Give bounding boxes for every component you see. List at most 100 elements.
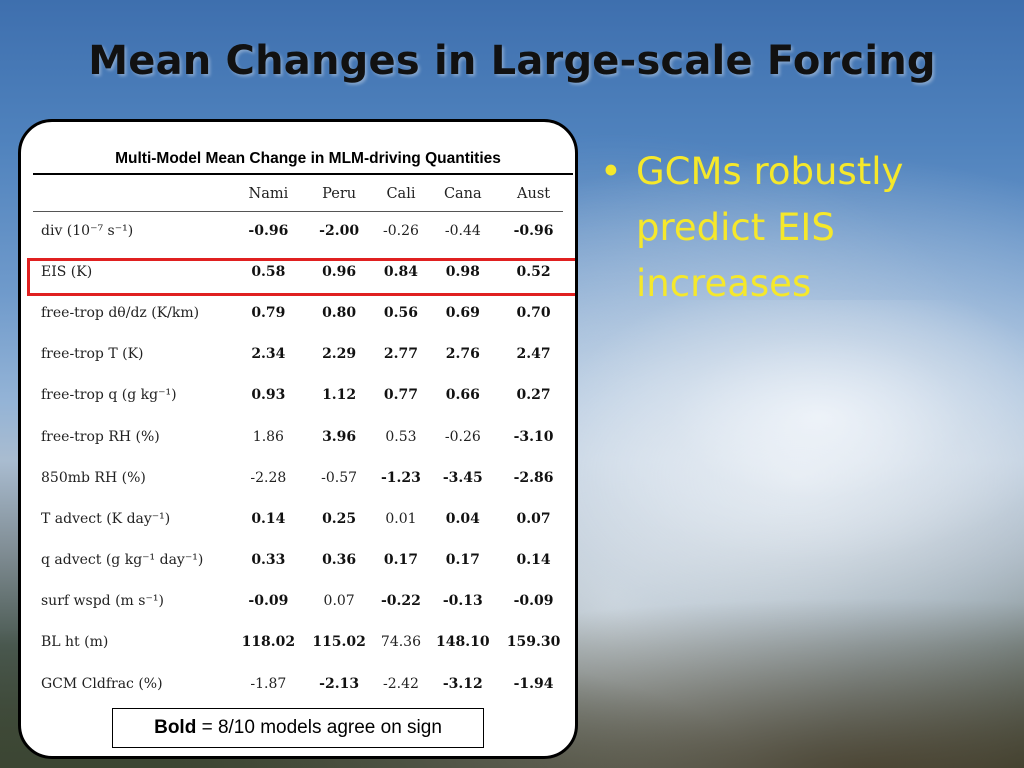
table-cell: 0.27 <box>516 387 551 404</box>
table-cell: -0.22 <box>381 593 421 610</box>
table-cell: 2.77 <box>383 346 419 363</box>
table-cell: -3.10 <box>513 428 554 445</box>
table-cell: 0.56 <box>383 304 419 321</box>
note-bold: Bold <box>154 717 197 738</box>
table-cell: -2.42 <box>383 675 419 692</box>
table-cell: 0.69 <box>445 304 480 321</box>
table-cell: 0.25 <box>322 510 357 527</box>
table-cell: 0.01 <box>385 510 417 527</box>
row-label: free-trop dθ/dz (K/km) <box>41 304 200 321</box>
column-header: Cali <box>386 185 416 202</box>
bullet-marker: • <box>600 150 622 193</box>
table-row: GCM Cldfrac (%) -1.87 -2.13 -2.42 -3.12 -1.94 <box>33 663 569 704</box>
table-cell: 3.96 <box>322 428 357 445</box>
table-top-rule <box>33 173 573 175</box>
table-cell: 0.79 <box>251 304 286 321</box>
bullet-text: GCMs robustly predict EIS increases <box>636 150 904 305</box>
table-row: surf wspd (m s⁻¹) -0.09 0.07 -0.22 -0.13 -0.0… <box>33 581 569 622</box>
table-row: BL ht (m) 118.02 115.02 74.36 148.10 159.30 <box>33 622 569 663</box>
table-row: 850mb RH (%) -2.28 -0.57 -1.23 -3.45 -2.86 <box>33 457 569 498</box>
table-cell: 115.02 <box>312 634 366 651</box>
column-header: Cana <box>443 185 482 202</box>
row-label: free-trop T (K) <box>41 346 144 363</box>
table-cell: 0.93 <box>251 387 286 404</box>
row-label: div (10⁻⁷ s⁻¹) <box>41 222 134 239</box>
table-cell: 0.66 <box>445 387 480 404</box>
table-cell: 2.34 <box>251 346 286 363</box>
table-cell: -3.45 <box>442 469 483 486</box>
table-row: free-trop T (K) 2.34 2.29 2.77 2.76 2.47 <box>33 334 569 375</box>
row-label: BL ht (m) <box>41 634 109 651</box>
table-cell: 0.96 <box>322 263 357 280</box>
table-cell: -0.57 <box>321 469 358 486</box>
table-cell: 0.58 <box>251 263 286 280</box>
table-heading: Multi-Model Mean Change in MLM-driving Q… <box>115 150 501 167</box>
table-cell: -0.44 <box>444 222 481 239</box>
table-row: EIS (K) 0.58 0.96 0.84 0.98 0.52 <box>33 251 569 292</box>
table-cell: -3.12 <box>442 675 483 692</box>
table-cell: 0.14 <box>516 552 551 569</box>
table-cell: 74.36 <box>380 634 422 651</box>
table-cell: 0.17 <box>445 552 480 569</box>
row-label: EIS (K) <box>41 263 93 280</box>
table-cell: 2.47 <box>516 346 551 363</box>
table-cell: -1.94 <box>513 675 554 692</box>
table-cell: -0.26 <box>444 428 481 445</box>
table-cell: -0.09 <box>513 593 554 610</box>
table-cell: -1.87 <box>250 675 287 692</box>
data-table: Nami Peru Cali Cana Aust div (10⁻⁷ s⁻¹) -… <box>33 177 569 704</box>
table-cell: 118.02 <box>241 634 296 651</box>
table-row: free-trop q (g kg⁻¹) 0.93 1.12 0.77 0.66 0.27 <box>33 375 569 416</box>
table-cell: 2.29 <box>322 346 357 363</box>
table-cell: 0.70 <box>516 304 551 321</box>
table-cell: 0.17 <box>383 552 419 569</box>
table-cell: -1.23 <box>381 469 421 486</box>
eis-row-highlight <box>27 258 575 296</box>
column-header: Peru <box>322 185 357 202</box>
table-cell: 1.86 <box>252 428 284 445</box>
row-label: GCM Cldfrac (%) <box>41 675 163 692</box>
table-cell: 159.30 <box>506 634 561 651</box>
legend-note: Bold = 8/10 models agree on sign <box>112 708 484 748</box>
table-cell: -2.00 <box>319 222 360 239</box>
table-cell: -2.13 <box>319 675 360 692</box>
bullet-point: • GCMs robustly predict EIS increases <box>600 144 1010 312</box>
row-label: free-trop q (g kg⁻¹) <box>41 387 177 404</box>
row-label: free-trop RH (%) <box>41 428 160 445</box>
column-header: Aust <box>517 185 551 202</box>
table-cell: 0.53 <box>385 428 417 445</box>
row-label: 850mb RH (%) <box>41 469 146 486</box>
row-label: T advect (K day⁻¹) <box>41 510 171 527</box>
table-row: free-trop dθ/dz (K/km) 0.79 0.80 0.56 0.69 0.… <box>33 292 569 333</box>
table-cell: -0.13 <box>442 593 483 610</box>
table-cell: 0.07 <box>323 593 355 610</box>
table-cell: -0.96 <box>513 222 554 239</box>
table-cell: -0.96 <box>248 222 289 239</box>
table-cell: 2.76 <box>445 346 480 363</box>
slide-title: Mean Changes in Large-scale Forcing <box>88 38 936 84</box>
table-header-rule <box>33 211 563 212</box>
row-label: q advect (g kg⁻¹ day⁻¹) <box>41 552 204 569</box>
table-row: div (10⁻⁷ s⁻¹) -0.96 -2.00 -0.26 -0.44 -0.96 <box>33 210 569 251</box>
table-cell: 0.98 <box>445 263 480 280</box>
column-header: Nami <box>248 185 289 202</box>
table-cell: 0.07 <box>516 510 551 527</box>
table-cell: -0.09 <box>248 593 289 610</box>
table-cell: 0.33 <box>251 552 286 569</box>
table-cell: 0.14 <box>251 510 286 527</box>
column-header-label <box>33 177 233 210</box>
table-body: div (10⁻⁷ s⁻¹) -0.96 -2.00 -0.26 -0.44 -0.96 E… <box>33 210 569 704</box>
background-fog <box>560 300 1024 560</box>
table-cell: 0.52 <box>516 263 551 280</box>
table-cell: -2.86 <box>513 469 554 486</box>
table-cell: 0.80 <box>322 304 357 321</box>
table-cell: 1.12 <box>322 387 357 404</box>
table-cell: 0.36 <box>322 552 357 569</box>
table-row: q advect (g kg⁻¹ day⁻¹) 0.33 0.36 0.17 0.17 0… <box>33 540 569 581</box>
table-cell: 0.77 <box>383 387 419 404</box>
row-label: surf wspd (m s⁻¹) <box>41 593 164 610</box>
table-cell: -2.28 <box>250 469 287 486</box>
table-row: T advect (K day⁻¹) 0.14 0.25 0.01 0.04 0.07 <box>33 498 569 539</box>
table-row: free-trop RH (%) 1.86 3.96 0.53 -0.26 -3.10 <box>33 416 569 457</box>
table-header-row: Nami Peru Cali Cana Aust <box>33 177 569 210</box>
